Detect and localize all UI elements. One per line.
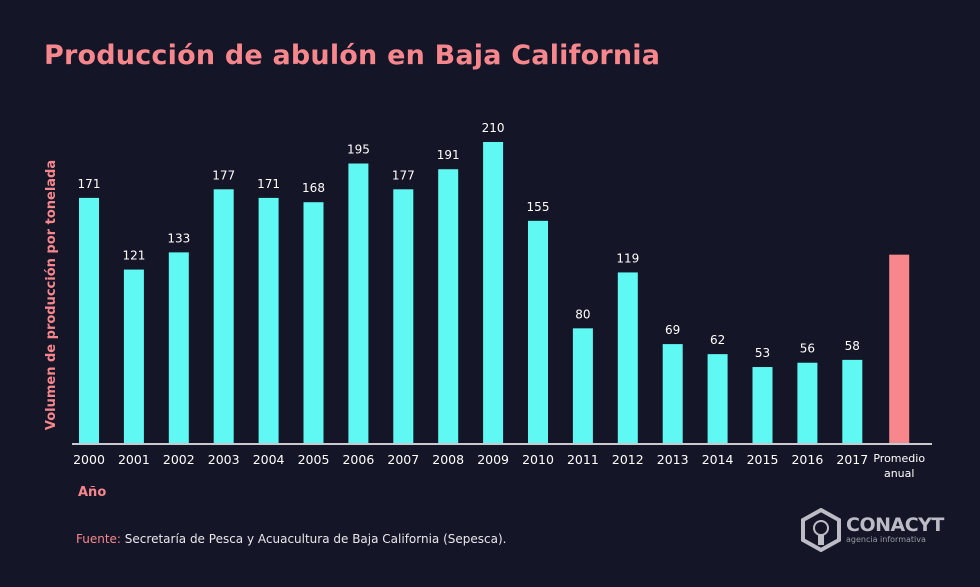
bar-2003 — [213, 189, 234, 443]
tick-label-2003: 2003 — [208, 452, 240, 467]
bar-2005 — [303, 202, 324, 443]
data-label-2017: 58 — [845, 339, 860, 353]
tick-label-2001: 2001 — [118, 452, 150, 467]
tick-label-2005: 2005 — [298, 452, 330, 467]
y-axis-label: Volumen de producción por tonelada — [44, 160, 59, 430]
data-label-2016: 56 — [800, 342, 815, 356]
source-note: Fuente: Secretaría de Pesca y Acuacultur… — [76, 532, 506, 546]
data-label-2015: 53 — [755, 346, 770, 360]
source-label: Fuente: — [76, 532, 121, 546]
source-text: Secretaría de Pesca y Acuacultura de Baj… — [120, 532, 507, 546]
bar-2006 — [348, 163, 369, 443]
tick-label-2014: 2014 — [702, 452, 734, 467]
tick-label-2017: 2017 — [836, 452, 868, 467]
data-label-2002: 133 — [167, 231, 190, 245]
data-label-2008: 191 — [437, 148, 460, 162]
bar-average — [889, 254, 910, 443]
data-label-2003: 177 — [212, 168, 235, 182]
data-label-2005: 168 — [302, 181, 325, 195]
tick-label-2006: 2006 — [342, 452, 374, 467]
conacyt-logo: CONACYT agencia informativa — [800, 508, 944, 552]
data-label-2011: 80 — [575, 307, 590, 321]
tick-label-average-2: anual — [884, 467, 914, 480]
bar-2007 — [393, 189, 414, 443]
tick-label-2000: 2000 — [73, 452, 105, 467]
bar-2011 — [572, 328, 593, 443]
lightbulb-cube-icon — [801, 508, 841, 552]
bar-2009 — [483, 142, 504, 443]
data-label-2001: 121 — [122, 249, 145, 263]
tick-label-2009: 2009 — [477, 452, 509, 467]
bar-2010 — [528, 220, 548, 443]
logo-subtitle: agencia informativa — [846, 535, 926, 544]
tick-label-2011: 2011 — [567, 452, 599, 467]
tick-label-2004: 2004 — [253, 452, 285, 467]
tick-label-2012: 2012 — [612, 452, 644, 467]
bar-2001 — [123, 269, 144, 443]
bar-2000 — [79, 197, 99, 443]
tick-label-average-1: Promedio — [873, 452, 925, 465]
bar-2008 — [438, 169, 459, 443]
data-label-2009: 210 — [482, 121, 505, 135]
chart-title: Producción de abulón en Baja California — [44, 40, 661, 71]
tick-label-2010: 2010 — [522, 452, 554, 467]
tick-label-2013: 2013 — [657, 452, 689, 467]
data-label-2013: 69 — [665, 323, 680, 337]
bar-2016 — [797, 362, 818, 443]
bar-2015 — [752, 367, 773, 443]
tick-label-2007: 2007 — [387, 452, 419, 467]
tick-label-2002: 2002 — [163, 452, 195, 467]
logo-name: CONACYT — [846, 514, 944, 536]
data-label-2000: 171 — [78, 177, 101, 191]
data-label-2006: 195 — [347, 143, 370, 157]
bar-2004 — [258, 197, 279, 443]
data-label-2014: 62 — [710, 333, 725, 347]
bar-2002 — [168, 252, 189, 443]
tick-label-2016: 2016 — [791, 452, 823, 467]
bar-2017 — [842, 359, 863, 443]
bar-2013 — [662, 344, 683, 443]
data-label-2010: 155 — [527, 200, 550, 214]
data-label-2004: 171 — [257, 177, 280, 191]
x-axis-label: Año — [78, 485, 106, 500]
data-label-2007: 177 — [392, 168, 415, 182]
tick-label-2015: 2015 — [747, 452, 779, 467]
data-label-2012: 119 — [616, 251, 639, 265]
bar-2014 — [707, 354, 728, 443]
bar-2012 — [617, 272, 638, 443]
tick-label-2008: 2008 — [432, 452, 464, 467]
